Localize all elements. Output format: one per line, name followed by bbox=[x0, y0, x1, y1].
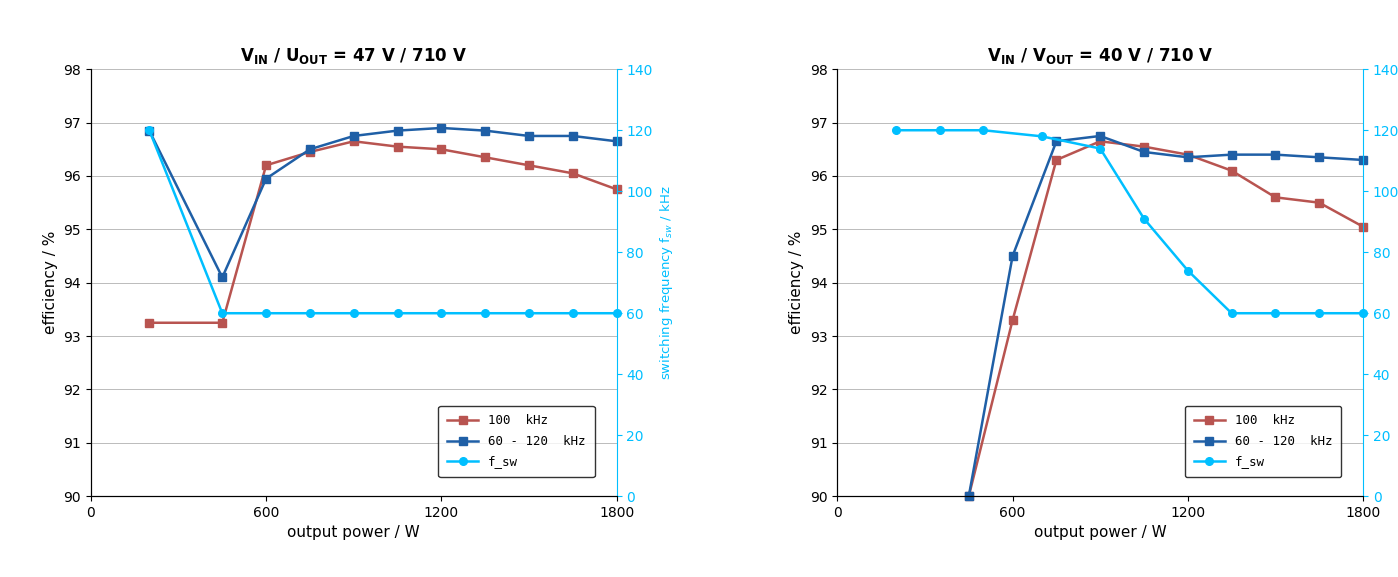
X-axis label: output power / W: output power / W bbox=[1035, 526, 1166, 541]
Y-axis label: switching frequency f$_{sw}$ / kHz: switching frequency f$_{sw}$ / kHz bbox=[658, 185, 675, 380]
Y-axis label: efficiency / %: efficiency / % bbox=[790, 231, 804, 335]
Legend: 100  kHz, 60 - 120  kHz, f_sw: 100 kHz, 60 - 120 kHz, f_sw bbox=[1184, 406, 1341, 477]
Legend: 100  kHz, 60 - 120  kHz, f_sw: 100 kHz, 60 - 120 kHz, f_sw bbox=[439, 406, 594, 477]
X-axis label: output power / W: output power / W bbox=[288, 526, 419, 541]
Title: V$_{\mathbf{IN}}$ / V$_{\mathbf{OUT}}$ = 40 V / 710 V: V$_{\mathbf{IN}}$ / V$_{\mathbf{OUT}}$ =… bbox=[987, 46, 1213, 66]
Title: V$_{\mathbf{IN}}$ / U$_{\mathbf{OUT}}$ = 47 V / 710 V: V$_{\mathbf{IN}}$ / U$_{\mathbf{OUT}}$ =… bbox=[240, 46, 467, 66]
Y-axis label: efficiency / %: efficiency / % bbox=[43, 231, 57, 335]
